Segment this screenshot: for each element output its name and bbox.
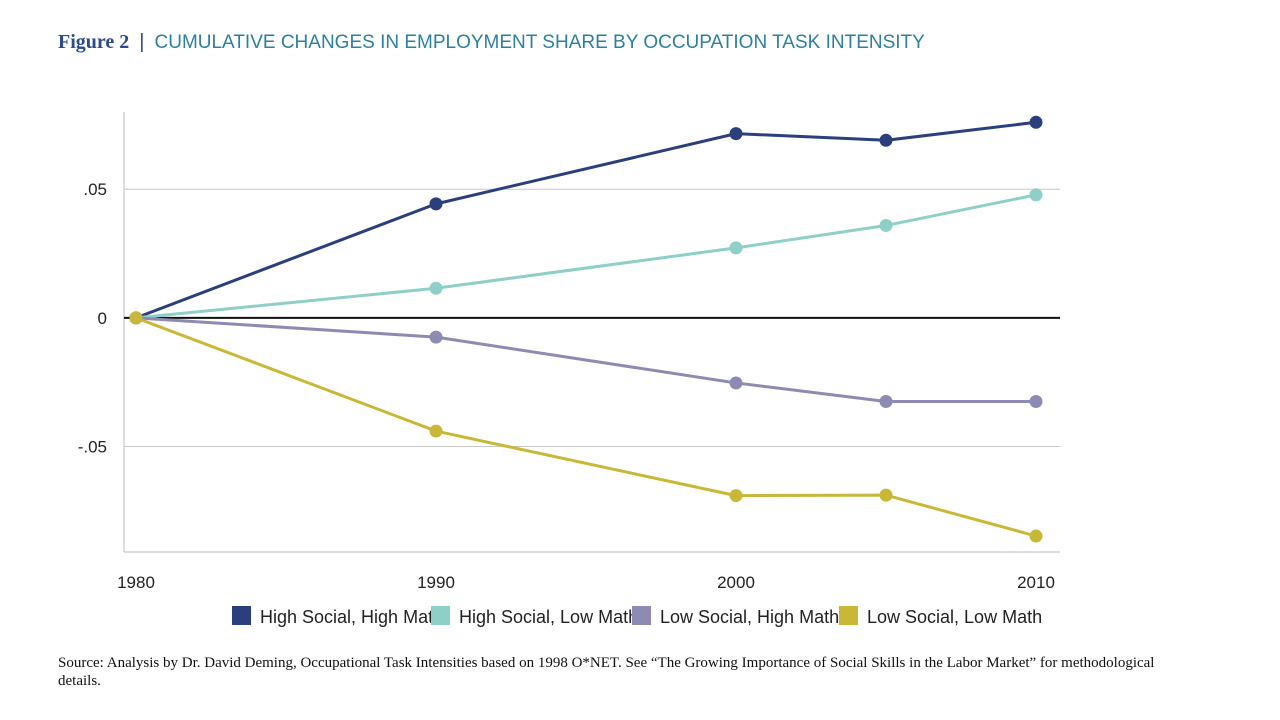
legend-swatch [232, 606, 251, 625]
figure-label: Figure 2 [58, 31, 130, 53]
data-point [1029, 529, 1043, 543]
data-point [879, 218, 893, 232]
legend-label: High Social, Low Math [459, 607, 638, 627]
series-line [135, 120, 1037, 320]
data-point [729, 127, 743, 141]
legend-label: Low Social, Low Math [867, 607, 1042, 627]
x-tick-label: 1990 [417, 573, 455, 592]
data-point [429, 197, 443, 211]
y-tick-label: -.05 [78, 438, 107, 457]
series-line [135, 316, 1037, 538]
data-point [429, 281, 443, 295]
data-point [729, 241, 743, 255]
legend-label: High Social, High Mat [260, 607, 433, 627]
series-line [135, 193, 1037, 320]
y-tick-label: .05 [83, 180, 107, 199]
title-separator: | [139, 31, 145, 53]
data-point [129, 311, 143, 325]
data-point [1029, 188, 1043, 202]
figure-title: Figure 2 | CUMULATIVE CHANGES IN EMPLOYMEN… [58, 31, 925, 54]
line-chart: .05 0 -.05 1980 1990 2000 2010 High Social, Hig… [78, 112, 1060, 627]
y-tick-label: 0 [98, 309, 107, 328]
x-tick-label: 2000 [717, 573, 755, 592]
data-point [879, 394, 893, 408]
legend-swatch [431, 606, 450, 625]
source-note: Source: Analysis by Dr. David Deming, Oc… [58, 655, 1155, 689]
data-point [879, 133, 893, 147]
legend-label: Low Social, High Math [660, 607, 839, 627]
legend-swatch [839, 606, 858, 625]
data-point [429, 330, 443, 344]
legend-swatch [632, 606, 651, 625]
data-point [429, 424, 443, 438]
data-point [1029, 115, 1043, 129]
data-point [729, 376, 743, 390]
data-point [1029, 394, 1043, 408]
x-tick-label: 2010 [1017, 573, 1055, 592]
series-line [135, 316, 1036, 403]
data-point [879, 488, 893, 502]
x-tick-label: 1980 [117, 573, 155, 592]
chart-title: CUMULATIVE CHANGES IN EMPLOYMENT SHARE B… [154, 32, 925, 53]
data-point [729, 489, 743, 503]
